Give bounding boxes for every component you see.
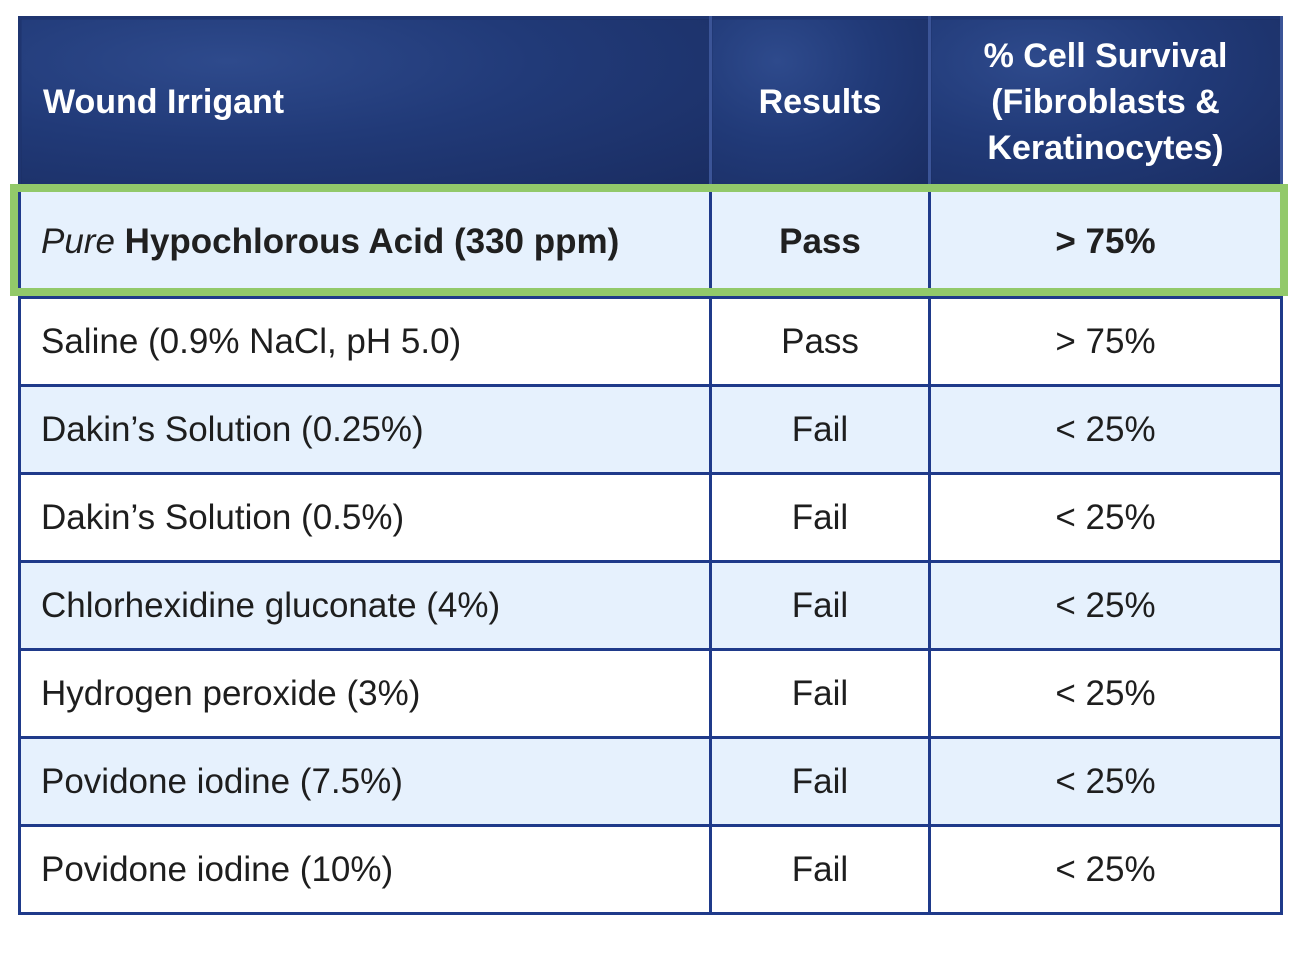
column-header-cell-survival: % Cell Survival (Fibroblasts & Keratinoc…	[928, 16, 1283, 187]
result-cell: Fail	[709, 824, 931, 915]
table-row: Saline (0.9% NaCl, pH 5.0) Pass > 75%	[18, 296, 1283, 387]
irrigant-comparison-table: Wound Irrigant Results % Cell Survival (…	[18, 16, 1283, 915]
table-row-highlighted: Pure Hypochlorous Acid (330 ppm) Pass > …	[18, 184, 1283, 299]
survival-cell: < 25%	[928, 736, 1283, 827]
result-cell: Fail	[709, 560, 931, 651]
result-cell: Pass	[709, 184, 931, 299]
table-row: Povidone iodine (10%) Fail < 25%	[18, 824, 1283, 915]
irrigant-cell: Chlorhexidine gluconate (4%)	[18, 560, 712, 651]
irrigant-cell: Saline (0.9% NaCl, pH 5.0)	[18, 296, 712, 387]
irrigant-cell: Povidone iodine (7.5%)	[18, 736, 712, 827]
irrigant-cell: Dakin’s Solution (0.25%)	[18, 384, 712, 475]
result-cell: Fail	[709, 384, 931, 475]
irrigant-cell: Povidone iodine (10%)	[18, 824, 712, 915]
table-row: Dakin’s Solution (0.25%) Fail < 25%	[18, 384, 1283, 475]
table-row: Povidone iodine (7.5%) Fail < 25%	[18, 736, 1283, 827]
table-row: Dakin’s Solution (0.5%) Fail < 25%	[18, 472, 1283, 563]
table-header-row: Wound Irrigant Results % Cell Survival (…	[18, 16, 1283, 187]
table-row: Hydrogen peroxide (3%) Fail < 25%	[18, 648, 1283, 739]
irrigant-prefix: Pure	[41, 221, 115, 261]
irrigant-cell: Pure Hypochlorous Acid (330 ppm)	[18, 184, 712, 299]
result-cell: Fail	[709, 472, 931, 563]
irrigant-name: Hypochlorous Acid (330 ppm)	[124, 221, 620, 261]
survival-cell: > 75%	[928, 296, 1283, 387]
survival-cell: < 25%	[928, 384, 1283, 475]
result-cell: Fail	[709, 648, 931, 739]
survival-cell: < 25%	[928, 648, 1283, 739]
column-header-irrigant: Wound Irrigant	[18, 16, 712, 187]
survival-cell: < 25%	[928, 472, 1283, 563]
result-cell: Pass	[709, 296, 931, 387]
irrigant-cell: Dakin’s Solution (0.5%)	[18, 472, 712, 563]
survival-cell: > 75%	[928, 184, 1283, 299]
irrigant-cell: Hydrogen peroxide (3%)	[18, 648, 712, 739]
comparison-table-wrapper: Wound Irrigant Results % Cell Survival (…	[10, 16, 1288, 915]
table-row: Chlorhexidine gluconate (4%) Fail < 25%	[18, 560, 1283, 651]
column-header-results: Results	[709, 16, 931, 187]
survival-cell: < 25%	[928, 560, 1283, 651]
survival-cell: < 25%	[928, 824, 1283, 915]
result-cell: Fail	[709, 736, 931, 827]
